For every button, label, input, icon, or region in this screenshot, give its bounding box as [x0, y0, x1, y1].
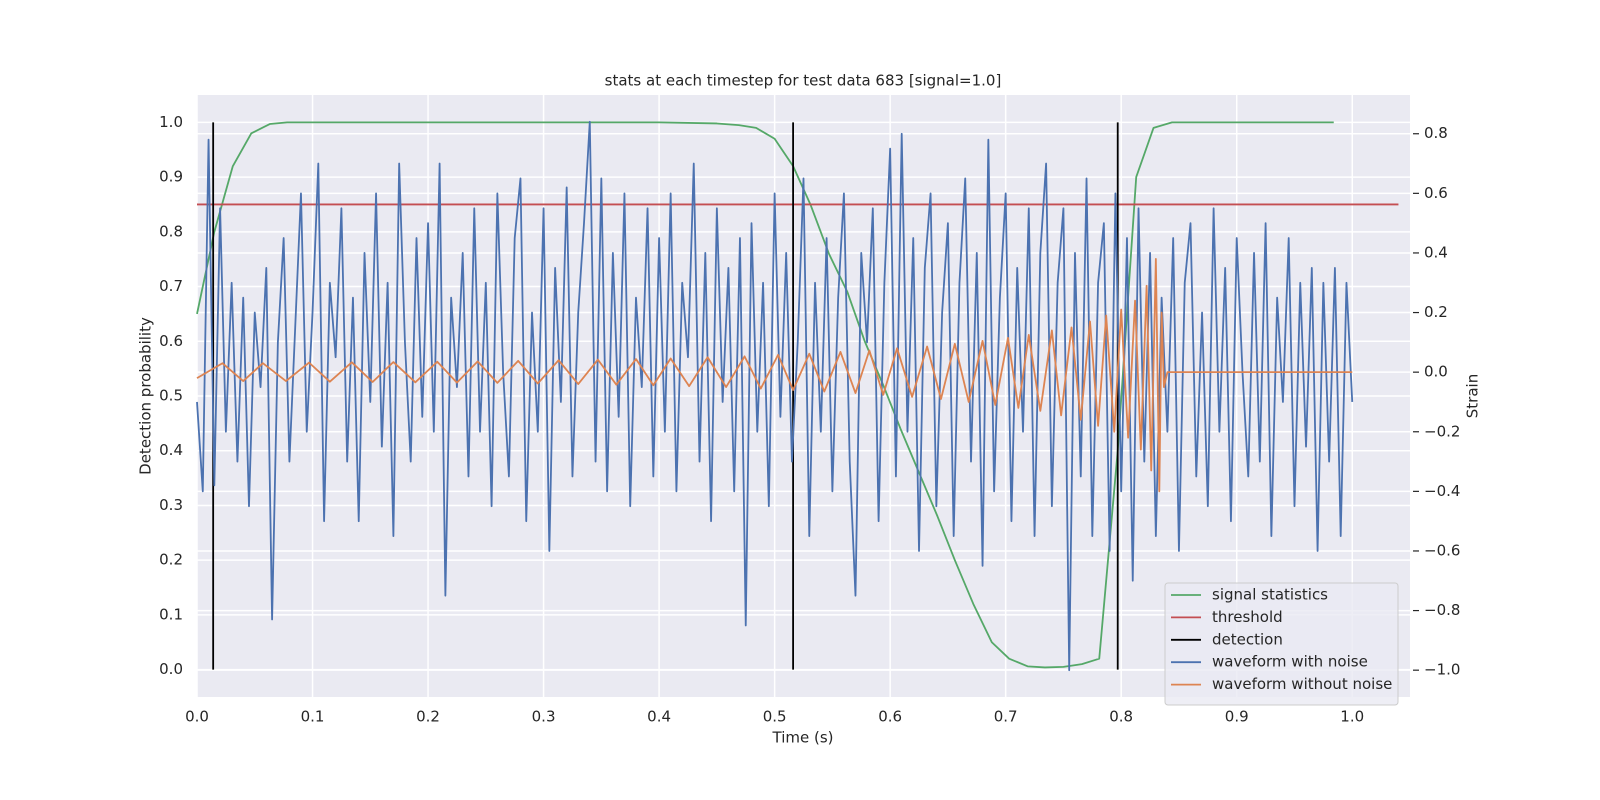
y-tick-label: 0.2	[159, 551, 183, 569]
x-tick-label: 0.9	[1225, 708, 1249, 726]
y-tick-label: 0.3	[159, 496, 183, 514]
y2-axis-label: Strain	[1464, 374, 1482, 418]
chart-title: stats at each timestep for test data 683…	[605, 72, 1002, 90]
y-tick-label: 0.4	[159, 441, 183, 459]
y-tick-label: 0.9	[159, 168, 183, 186]
y2-tick-label: 0.2	[1424, 303, 1448, 321]
legend-label: waveform without noise	[1212, 675, 1392, 693]
y-tick-label: 0.7	[159, 277, 183, 295]
x-tick-label: 0.0	[185, 708, 209, 726]
y-tick-label: 0.5	[159, 387, 183, 405]
y-tick-label: 0.0	[159, 660, 183, 678]
legend-label: threshold	[1212, 608, 1283, 626]
y2-tick-label: −0.6	[1424, 541, 1460, 559]
legend-label: signal statistics	[1212, 586, 1328, 604]
x-tick-label: 0.3	[532, 708, 556, 726]
series-line	[196, 120, 1354, 672]
series-line	[196, 258, 1353, 493]
y2-tick-label: −0.2	[1424, 422, 1460, 440]
x-tick-label: 0.4	[647, 708, 671, 726]
x-tick-label: 1.0	[1340, 708, 1364, 726]
y-tick-label: 0.1	[159, 605, 183, 623]
y-tick-label: 1.0	[159, 113, 183, 131]
x-tick-label: 0.1	[301, 708, 325, 726]
y2-tick-label: −0.4	[1424, 482, 1460, 500]
x-axis-label: Time (s)	[772, 729, 834, 747]
legend-label: detection	[1212, 630, 1283, 648]
x-tick-label: 0.6	[878, 708, 902, 726]
y2-tick-label: 0.8	[1424, 124, 1448, 142]
y2-tick-label: 0.0	[1424, 363, 1448, 381]
legend-label: waveform with noise	[1212, 653, 1368, 671]
y-axis-label: Detection probability	[137, 317, 155, 475]
y2-tick-label: −1.0	[1424, 661, 1460, 679]
legend-box	[1164, 582, 1399, 706]
x-tick-label: 0.8	[1109, 708, 1133, 726]
y-tick-label: 0.8	[159, 222, 183, 240]
labels: 0.0 0.1 0.2 0.3 0.4 0.5 0.6 0.7 0.8 0.9 1.0 0.0 0.1 0…	[159, 113, 1460, 726]
x-tick-label: 0.5	[763, 708, 787, 726]
lines	[196, 120, 1399, 672]
legend: signal statistics threshold detection wavef…	[1164, 582, 1399, 706]
x-tick-label: 0.7	[994, 708, 1018, 726]
x-tick-label: 0.2	[416, 708, 440, 726]
y2-tick-label: 0.4	[1424, 243, 1448, 261]
y-tick-label: 0.6	[159, 332, 183, 350]
y2-tick-label: −0.8	[1424, 601, 1460, 619]
y2-tick-label: 0.6	[1424, 184, 1448, 202]
